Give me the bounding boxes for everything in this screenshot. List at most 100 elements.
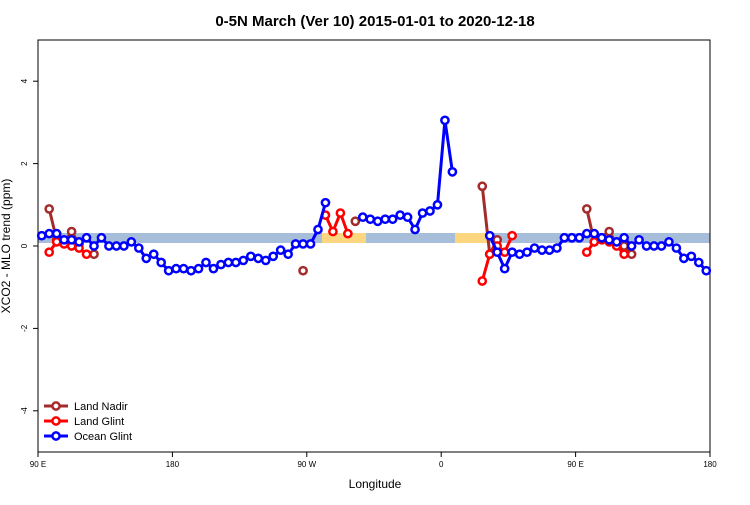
data-point bbox=[522, 247, 532, 258]
data-point bbox=[604, 226, 615, 237]
data-point bbox=[477, 181, 488, 192]
data-point bbox=[410, 224, 420, 235]
data-point bbox=[447, 166, 458, 177]
data-point bbox=[231, 257, 241, 268]
data-point bbox=[552, 243, 562, 253]
x-tick-label: 180 bbox=[703, 460, 717, 469]
data-point bbox=[253, 253, 264, 264]
data-point bbox=[36, 230, 47, 241]
data-point bbox=[148, 249, 159, 260]
y-axis-label: XCO2 - MLO trend (ppm) bbox=[0, 179, 13, 314]
data-point bbox=[268, 251, 279, 262]
legend-label: Land Nadir bbox=[74, 401, 128, 413]
x-tick-label: 180 bbox=[166, 460, 180, 469]
data-point bbox=[499, 247, 510, 258]
data-point bbox=[44, 247, 55, 258]
data-point bbox=[432, 199, 443, 210]
data-point bbox=[589, 228, 600, 239]
x-tick-label: 0 bbox=[439, 460, 444, 469]
data-point bbox=[89, 241, 99, 251]
data-point bbox=[178, 263, 189, 274]
data-point bbox=[693, 257, 704, 268]
data-point bbox=[89, 249, 99, 260]
data-point bbox=[484, 249, 495, 260]
data-point bbox=[425, 206, 435, 216]
data-point bbox=[626, 249, 637, 260]
data-point bbox=[499, 263, 510, 274]
data-point bbox=[372, 216, 383, 227]
data-point bbox=[59, 234, 69, 245]
legend-marker bbox=[51, 401, 61, 411]
data-point bbox=[313, 224, 323, 235]
data-point bbox=[238, 255, 249, 266]
x-tick-label: 90 W bbox=[297, 460, 316, 469]
data-point bbox=[216, 259, 226, 270]
data-point bbox=[507, 230, 517, 241]
data-point bbox=[581, 204, 592, 214]
data-point bbox=[104, 241, 114, 251]
data-point bbox=[440, 115, 450, 126]
data-point bbox=[305, 239, 316, 249]
data-point bbox=[66, 234, 77, 245]
data-point bbox=[619, 232, 629, 243]
data-point bbox=[611, 237, 622, 247]
data-point bbox=[686, 251, 697, 262]
legend-marker bbox=[51, 416, 61, 426]
data-point bbox=[171, 263, 181, 274]
data-point bbox=[156, 257, 167, 268]
data-point bbox=[81, 232, 92, 243]
data-point bbox=[656, 241, 667, 251]
data-point bbox=[357, 212, 368, 223]
data-point bbox=[529, 243, 540, 253]
data-point bbox=[96, 232, 107, 243]
data-point bbox=[604, 234, 615, 245]
data-point bbox=[402, 212, 413, 223]
data-point bbox=[335, 208, 346, 218]
y-tick-label: 2 bbox=[20, 161, 29, 166]
data-point bbox=[544, 245, 555, 255]
data-point bbox=[245, 251, 256, 262]
y-tick-label: -4 bbox=[20, 407, 29, 415]
data-point bbox=[298, 239, 308, 249]
chart-title: 0-5N March (Ver 10) 2015-01-01 to 2020-1… bbox=[215, 13, 534, 30]
data-point bbox=[81, 249, 92, 260]
highlight-band bbox=[455, 233, 490, 243]
data-point bbox=[477, 276, 488, 286]
data-point bbox=[619, 249, 629, 260]
data-point bbox=[634, 234, 644, 245]
data-point bbox=[514, 249, 525, 260]
data-point bbox=[51, 237, 62, 247]
data-point bbox=[574, 232, 585, 243]
data-point bbox=[641, 241, 652, 251]
data-point bbox=[133, 243, 144, 253]
data-point bbox=[163, 265, 174, 276]
data-point bbox=[74, 237, 84, 247]
data-point bbox=[343, 228, 353, 239]
data-point bbox=[223, 257, 234, 268]
data-point bbox=[44, 228, 55, 239]
data-point bbox=[51, 228, 62, 239]
data-point bbox=[507, 247, 517, 258]
data-point bbox=[559, 232, 570, 243]
data-point bbox=[664, 237, 674, 247]
data-point bbox=[537, 245, 547, 255]
y-tick-label: 4 bbox=[20, 78, 29, 83]
data-point bbox=[619, 241, 629, 251]
data-point bbox=[581, 247, 592, 258]
data-point bbox=[193, 263, 204, 274]
data-point bbox=[119, 241, 129, 251]
data-point bbox=[387, 214, 398, 225]
x-tick-label: 90 E bbox=[567, 460, 583, 469]
data-point bbox=[320, 197, 331, 208]
data-point bbox=[201, 257, 211, 268]
data-point bbox=[141, 253, 152, 264]
data-point bbox=[283, 249, 293, 260]
x-tick-label: 90 E bbox=[30, 460, 46, 469]
legend-label: Ocean Glint bbox=[74, 431, 132, 443]
series-line bbox=[324, 208, 350, 236]
data-point bbox=[275, 245, 286, 255]
data-point bbox=[701, 265, 712, 276]
x-axis-label: Longitude bbox=[349, 477, 402, 491]
data-point bbox=[365, 214, 376, 225]
